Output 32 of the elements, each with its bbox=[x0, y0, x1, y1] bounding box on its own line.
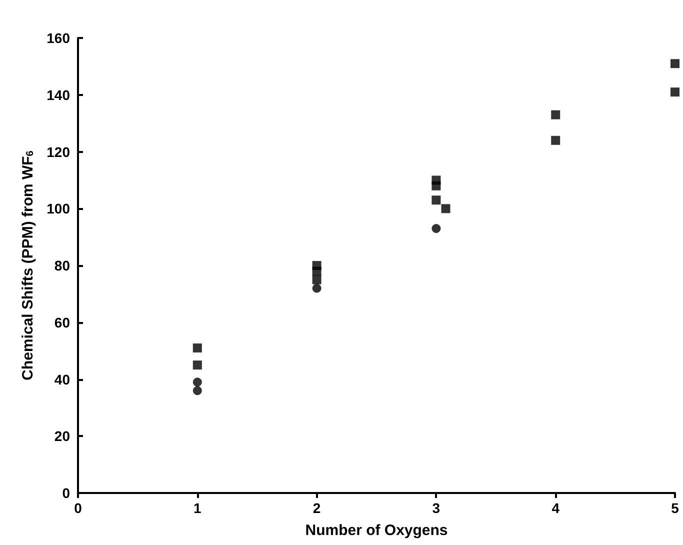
y-axis-title: Chemical Shifts (PPM) from WF6 bbox=[20, 150, 37, 380]
point bbox=[551, 110, 560, 120]
x-tick-label: 0 bbox=[74, 500, 82, 516]
point bbox=[192, 360, 202, 370]
y-tick-label: 80 bbox=[54, 258, 70, 274]
y-tick-label: 40 bbox=[54, 371, 70, 388]
point bbox=[192, 386, 202, 396]
point bbox=[551, 136, 560, 145]
x-tick-label: 1 bbox=[194, 500, 202, 516]
y-tick-label: 140 bbox=[46, 86, 70, 103]
x-tick-label: 5 bbox=[671, 500, 680, 516]
point bbox=[312, 284, 322, 293]
x-axis-title: Number of Oxygens bbox=[305, 522, 448, 539]
x-tick-label: 2 bbox=[312, 500, 321, 516]
y-tick-label: 20 bbox=[54, 428, 70, 444]
point bbox=[192, 378, 202, 387]
point bbox=[192, 343, 202, 352]
point bbox=[312, 266, 322, 276]
point bbox=[432, 181, 441, 190]
y-tick-label: 100 bbox=[46, 200, 70, 217]
y-tick-label: 0 bbox=[62, 485, 70, 501]
x-tick-label: 4 bbox=[552, 500, 560, 516]
point bbox=[312, 275, 322, 284]
x-tick-label: 3 bbox=[432, 500, 440, 516]
point bbox=[441, 204, 450, 214]
point bbox=[670, 88, 680, 97]
y-tick-label: 160 bbox=[46, 30, 70, 46]
point bbox=[432, 196, 441, 205]
point bbox=[432, 224, 441, 234]
y-tick-label: 60 bbox=[54, 314, 70, 330]
y-tick-label: 120 bbox=[46, 144, 70, 160]
point bbox=[670, 59, 680, 68]
